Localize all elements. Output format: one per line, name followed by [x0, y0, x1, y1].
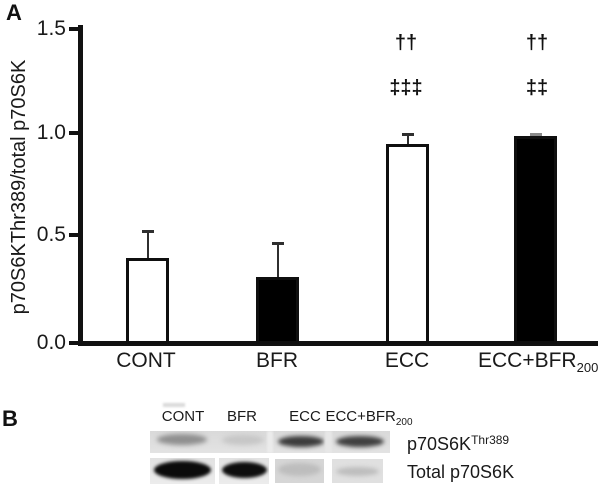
error-cap-CONT: [141, 230, 154, 233]
y-tick-1-5: [69, 27, 78, 31]
blot-band-total-bfr: [222, 462, 267, 478]
blot-band-phospho-bfr: [222, 435, 264, 445]
bar-ECC+BFR200: [514, 136, 557, 344]
blot-seg-total-ecc: [275, 459, 324, 483]
y-tick-label-0-0: 0.0: [36, 331, 66, 354]
blot-row-phospho-label-sup: Thr389: [471, 433, 510, 447]
blot-seg-total-eccbfr: [332, 459, 383, 483]
lane-label-eccbfr-text: ECC+BFR: [325, 408, 396, 425]
lane-label-bfr: BFR: [202, 408, 282, 425]
blot-band-phospho-eccbfr: [336, 436, 384, 447]
lane-label-cont-text: CONT: [161, 408, 205, 425]
x-axis-line: [78, 341, 598, 346]
blot-seg-total-cont: [150, 458, 215, 484]
blot-row-phospho-label-main: p70S6K: [407, 434, 472, 454]
x-label-bfr: BFR: [227, 349, 327, 373]
y-tick-1-0: [69, 131, 78, 135]
bar-BFR: [256, 277, 299, 344]
y-tick-label-1-5: 1.5: [36, 17, 66, 40]
blot-row-total-label: Total p70S6K: [407, 462, 514, 483]
blot-band-total-cont: [154, 461, 211, 479]
error-cap-ECC+BFR200: [529, 133, 542, 136]
y-tick-label-0-5: 0.5: [36, 223, 66, 246]
x-label-ecc-text: ECC: [384, 349, 430, 372]
y-axis-line: [78, 25, 83, 345]
lane-label-eccbfr: ECC+BFR200: [319, 408, 419, 428]
scan-artifact: [163, 403, 185, 407]
x-label-ecc: ECC: [357, 349, 457, 373]
blot-band-phospho-ecc: [278, 436, 324, 447]
bars-layer: [126, 133, 557, 344]
x-label-eccbfr: ECC+BFR200: [478, 349, 599, 375]
y-tick-label-1-0: 1.0: [36, 121, 66, 144]
lane-label-eccbfr-subscript: 200: [395, 417, 413, 428]
blot-row-phospho: [150, 431, 390, 453]
panel-a-label: A: [6, 0, 22, 25]
error-bar-ECC: [406, 134, 409, 144]
x-label-bfr-text: BFR: [256, 349, 298, 372]
lane-label-ecc-text: ECC: [289, 408, 321, 425]
x-label-cont-text: CONT: [116, 349, 176, 372]
panel-b-label: B: [2, 406, 18, 431]
lane-label-ecc: ECC: [265, 408, 345, 425]
blot-row-total-label-main: Total p70S6K: [407, 462, 515, 482]
blot-seg-total-bfr: [219, 458, 269, 484]
error-bar-CONT: [146, 231, 149, 258]
y-tick-0-5: [69, 233, 78, 237]
lane-label-cont: CONT: [143, 408, 223, 425]
sig-ecc-daggers: ††: [394, 32, 418, 54]
blot-lane-gap: [325, 431, 332, 453]
error-cap-BFR: [271, 242, 284, 245]
sig-ecc-double-daggers: ‡‡‡: [389, 77, 423, 99]
y-tick-0-0: [69, 341, 78, 345]
bar-CONT: [126, 258, 169, 344]
blot-lane-gap: [267, 431, 273, 453]
x-label-cont: CONT: [96, 349, 196, 373]
blot-band-total-ecc: [278, 463, 321, 476]
error-cap-ECC: [401, 133, 414, 136]
error-bar-BFR: [276, 243, 279, 277]
sig-eccbfr-daggers: ††: [525, 32, 549, 54]
lane-label-bfr-text: BFR: [227, 408, 257, 425]
sig-eccbfr-double-daggers: ‡‡: [525, 77, 549, 99]
bar-ECC: [386, 144, 429, 344]
blot-band-phospho-cont: [157, 434, 207, 445]
x-label-eccbfr-text: ECC+BFR: [478, 349, 577, 372]
x-label-eccbfr-subscript: 200: [576, 360, 599, 375]
blot-row-phospho-label: p70S6KThr389: [407, 432, 509, 455]
blot-band-total-eccbfr: [336, 467, 379, 476]
